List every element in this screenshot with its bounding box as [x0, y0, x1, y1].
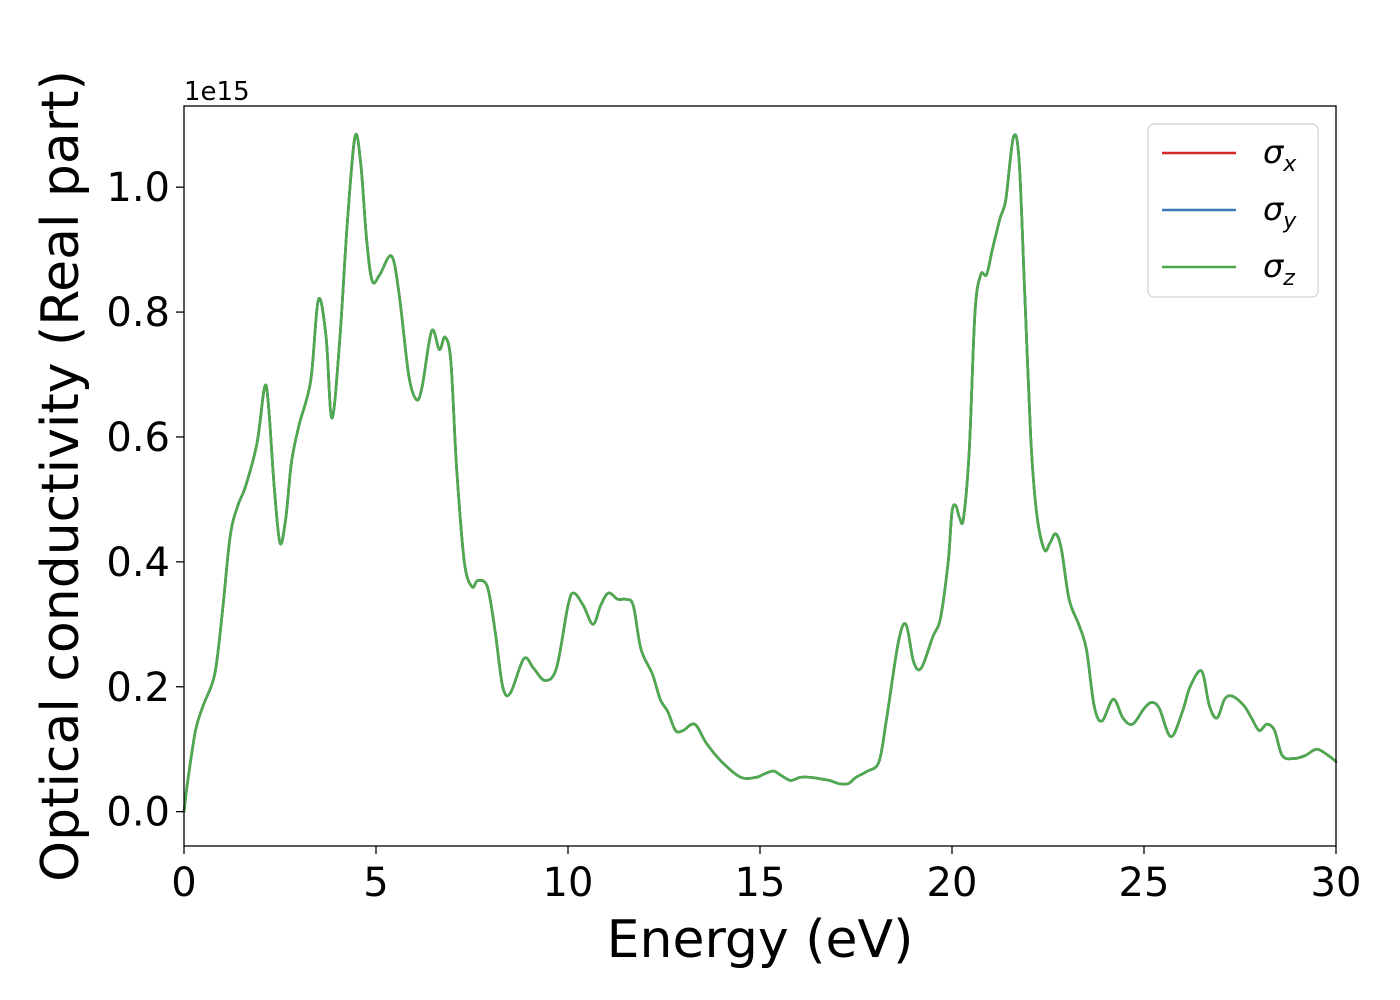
legend: σx σy σz	[1147, 123, 1319, 298]
legend-items: σx σy σz	[1162, 133, 1297, 291]
y-tick-label: 0.6	[106, 415, 170, 461]
x-axis-ticks: 0 5 10 15 20 25 30	[171, 846, 1361, 906]
y-tick-label: 0.8	[106, 290, 170, 336]
y-tick-label: 0.0	[106, 790, 170, 836]
y-axis-ticks: 0.0 0.2 0.4 0.6 0.8 1.0	[106, 165, 184, 836]
legend-label-z: σz	[1263, 247, 1295, 291]
y-axis-label: Optical conductivity (Real part)	[31, 70, 91, 882]
x-tick-label: 20	[927, 860, 978, 906]
x-tick-label: 25	[1119, 860, 1170, 906]
y-tick-label: 1.0	[106, 165, 170, 211]
x-tick-label: 30	[1311, 860, 1362, 906]
x-axis-label: Energy (eV)	[607, 910, 914, 970]
legend-label-y: σy	[1263, 190, 1297, 234]
x-tick-label: 0	[171, 860, 196, 906]
y-offset-label: 1e15	[184, 77, 250, 107]
x-tick-label: 10	[543, 860, 594, 906]
x-tick-label: 15	[735, 860, 786, 906]
y-tick-label: 0.2	[106, 665, 170, 711]
legend-label-x: σx	[1263, 133, 1297, 177]
series-layer	[182, 133, 1338, 813]
x-tick-label: 5	[363, 860, 388, 906]
series-line-z	[182, 133, 1338, 813]
y-tick-label: 0.4	[106, 540, 170, 586]
